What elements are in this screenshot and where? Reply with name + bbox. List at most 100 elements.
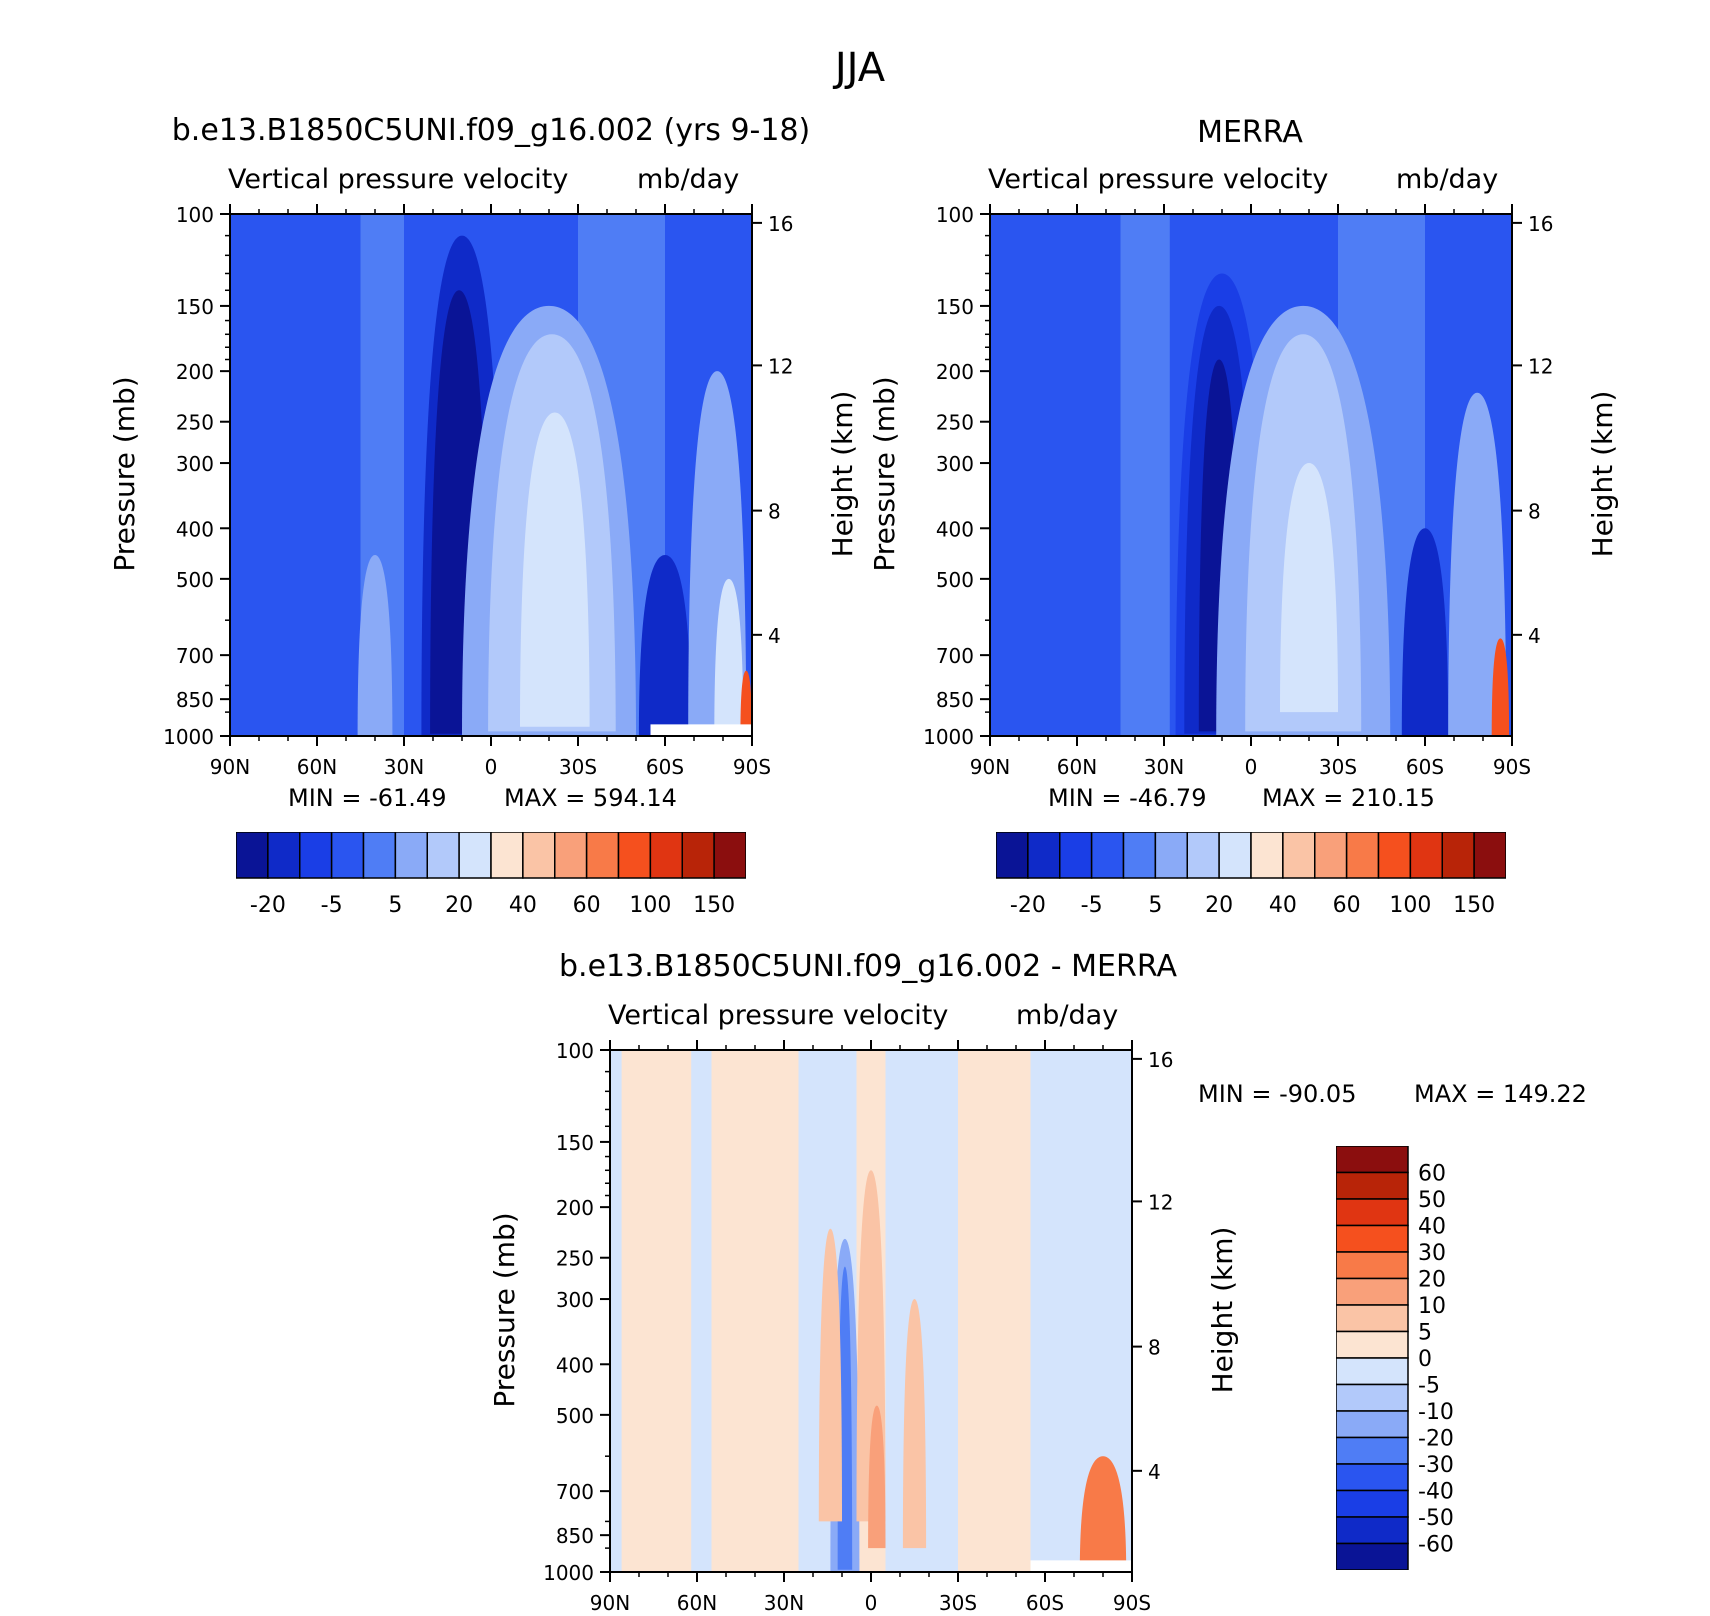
colorbar-merra: -20 -5 5 20 40 60 100 150 [996,832,1506,918]
ytick-right-label-model: 8 [768,500,781,524]
colorbar-swatch [1336,1224,1409,1253]
ylabel-right-merra: Height (km) [1586,391,1619,558]
ytick-label-diff: 200 [556,1196,594,1220]
positive-15s [902,1299,927,1549]
ytick-label-diff: 500 [556,1404,594,1428]
colorbar-swatch [1409,832,1443,879]
colorbar-label: 150 [693,893,735,918]
colorbar-model: -20 -5 5 20 40 60 100 150 [236,832,746,918]
subtitle-left-merra: Vertical pressure velocity [988,164,1329,195]
ytick-label-merra: 250 [936,411,974,435]
ytick-right-label-diff: 16 [1148,1048,1173,1072]
colorbar-label: 30 [1418,1241,1446,1266]
patch-82s [714,578,744,736]
panel-title-model: b.e13.B1850C5UNI.f09_g16.002 (yrs 9-18) [171,113,811,148]
ytick-label-model: 200 [176,360,214,384]
xtick-label-model: 90N [210,755,250,779]
colorbar-label: 5 [1418,1321,1432,1346]
xtick-label-model: 30S [559,755,597,779]
contour-plot-diff [610,1050,1132,1572]
xtick-label-diff: 90S [1113,1591,1151,1615]
descent-core [1280,463,1338,713]
xtick-label-merra: 90S [1493,755,1531,779]
max-label-merra: MAX = 210.15 [1262,784,1435,812]
subtitle-left-model: Vertical pressure velocity [228,164,569,195]
max-label-diff: MAX = 149.22 [1414,1080,1587,1108]
colorbar-swatch [267,832,301,879]
ytick-right-label-merra: 12 [1528,354,1553,378]
colorbar-label: 20 [445,893,473,918]
xtick-label-model: 60N [297,755,337,779]
colorbar-label: 40 [509,893,537,918]
xtick-label-model: 30N [384,755,424,779]
colorbar-label: -30 [1418,1453,1454,1478]
colorbar-label: 5 [1148,893,1162,918]
colorbar-label: 40 [1418,1215,1446,1240]
colorbar-swatch [1377,832,1412,879]
colorbar-label: 60 [1333,893,1361,918]
contour-plot-model [230,214,752,736]
xtick-label-diff: 60N [677,1591,717,1615]
xtick-label-merra: 30N [1144,755,1184,779]
colorbar-swatch [362,832,397,879]
colorbar-label: 50 [1418,1188,1446,1213]
ascent-60s [1401,528,1449,736]
ytick-label-model: 850 [176,688,214,712]
colorbar-label: 60 [573,893,601,918]
xtick-label-model: 90S [733,755,771,779]
colorbar-label: 20 [1418,1268,1446,1293]
ytick-label-model: 100 [176,203,214,227]
ytick-label-merra: 850 [936,688,974,712]
colorbar-label: 10 [1418,1294,1446,1319]
colorbar-label: -40 [1418,1480,1454,1505]
ytick-right-label-model: 4 [768,624,781,648]
colorbar-swatch [996,832,1029,879]
ytick-label-merra: 200 [936,360,974,384]
xtick-label-diff: 60S [1026,1591,1064,1615]
colorbar-swatch [649,832,683,879]
band-positive-75n [621,1050,692,1572]
colorbar-swatch [1122,832,1157,879]
colorbar-swatch [617,832,652,879]
ytick-label-diff: 400 [556,1353,594,1377]
subtitle-left-diff: Vertical pressure velocity [608,1000,949,1031]
colorbar-label: -5 [321,893,343,918]
colorbar-swatch [585,832,620,879]
xtick-label-diff: 0 [865,1591,878,1615]
band-lightblue-35n [1120,214,1170,736]
ylabel-model: Pressure (mb) [108,376,141,571]
missing-surface [1030,1560,1132,1572]
ytick-label-merra: 300 [936,452,974,476]
xtick-label-model: 0 [485,755,498,779]
colorbar-label: -5 [1081,893,1103,918]
ytick-label-merra: 1000 [923,725,974,749]
patch-35n [357,554,393,736]
ytick-right-label-merra: 4 [1528,624,1541,648]
colorbar-swatch [1336,1542,1409,1570]
ytick-label-diff: 1000 [543,1561,594,1585]
colorbar-swatch [458,832,492,879]
colorbar-swatch [1336,1198,1409,1227]
colorbar-label: -20 [1010,893,1046,918]
colorbar-label: 100 [629,893,671,918]
ytick-label-merra: 400 [936,517,974,541]
colorbar-label: 5 [388,893,402,918]
band-blue-25n [404,214,428,736]
ytick-label-model: 1000 [163,725,214,749]
colorbar-swatch [490,832,524,879]
band-north [230,214,288,736]
xtick-label-diff: 30S [939,1591,977,1615]
ytick-label-merra: 500 [936,568,974,592]
subtitle-right-model: mb/day [637,164,740,195]
positive-15n [818,1228,842,1522]
ylabel-right-model: Height (km) [826,391,859,558]
colorbar-label: -10 [1418,1400,1454,1425]
colorbar-swatch [1218,832,1252,879]
ytick-label-diff: 700 [556,1480,594,1504]
band-positive-40n [711,1050,799,1572]
ytick-label-model: 300 [176,452,214,476]
ylabel-diff: Pressure (mb) [488,1212,521,1407]
contour-plot-merra [990,214,1512,736]
